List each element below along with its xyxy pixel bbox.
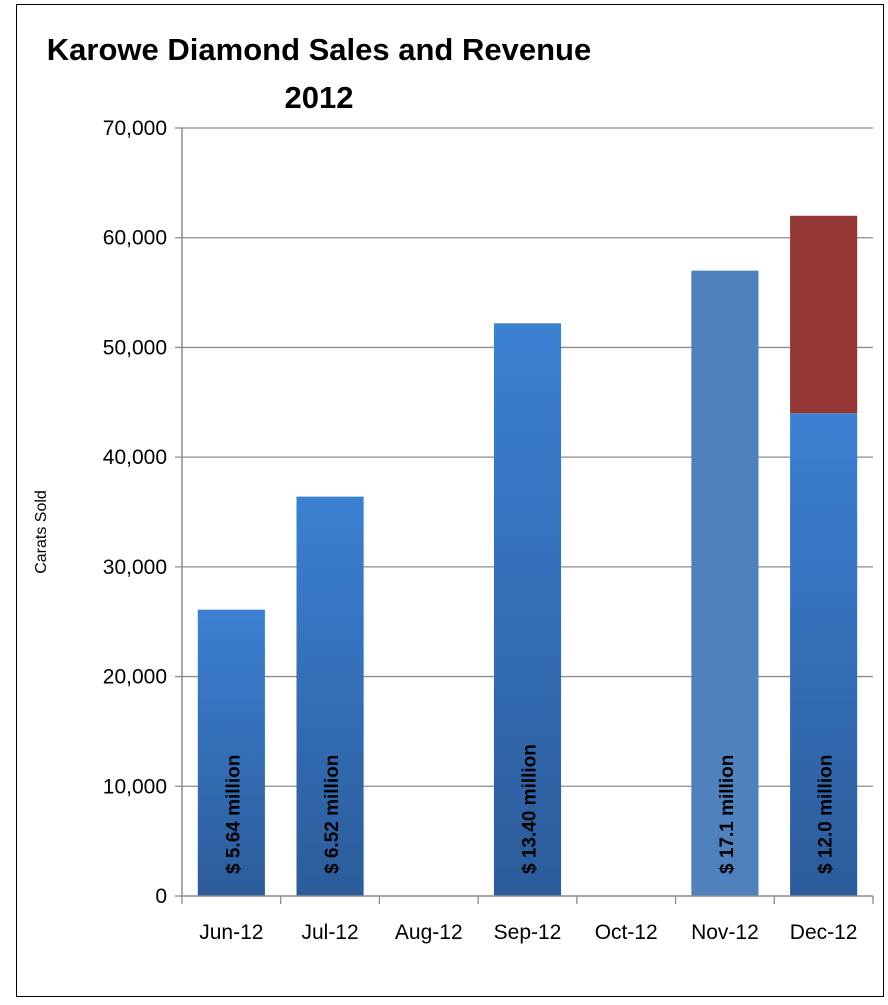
chart-title-line-2: 2012 [285,80,354,115]
chart-canvas: Karowe Diamond Sales and Revenue 2012 0 1… [33,32,874,944]
bar-data-label: $ 12.0 million [816,755,837,874]
bar-nov-12-s0 [691,270,759,897]
y-axis-title: Carats Sold [33,490,50,574]
bar-sep-12-s0 [493,323,562,896]
x-tick-label: Dec-12 [790,921,858,944]
x-tick-label: Oct-12 [595,921,658,944]
chart-title-line-1: Karowe Diamond Sales and Revenue [47,32,591,67]
y-tick-label: 20,000 [103,666,167,689]
bars [197,215,858,897]
y-tick-label: 70,000 [103,117,167,140]
x-tick-label: Nov-12 [691,921,759,944]
x-tick-label: Jul-12 [301,921,358,944]
x-tick-label: Sep-12 [494,921,562,944]
bar-dec-12-s0 [790,413,858,896]
chart-frame: Karowe Diamond Sales and Revenue 2012 0 1… [16,4,884,997]
bar-jun-12-s0 [197,609,265,896]
bar-data-label: $ 6.52 million [322,755,343,874]
x-tick-label: Jun-12 [199,921,263,944]
y-tick-label: 10,000 [103,775,167,798]
y-tick-label: 60,000 [103,227,167,250]
tick-labels: 0 10,000 20,000 30,000 40,000 50,000 60,000 70,… [103,117,858,944]
bar-jul-12-s0 [296,496,364,896]
axes [175,127,874,904]
bar-labels: $ 5.64 million $ 6.52 million $ 13.40 mill… [223,744,836,874]
bar-data-label: $ 13.40 million [520,744,541,874]
bar-data-label: $ 5.64 million [223,755,244,874]
y-tick-label: 50,000 [103,336,167,359]
y-tick-label: 40,000 [103,446,167,469]
bar-dec-12-s1 [790,215,858,414]
y-tick-label: 30,000 [103,556,167,579]
x-tick-label: Aug-12 [395,921,463,944]
bar-data-label: $ 17.1 million [717,755,738,874]
y-tick-label: 0 [155,885,167,908]
